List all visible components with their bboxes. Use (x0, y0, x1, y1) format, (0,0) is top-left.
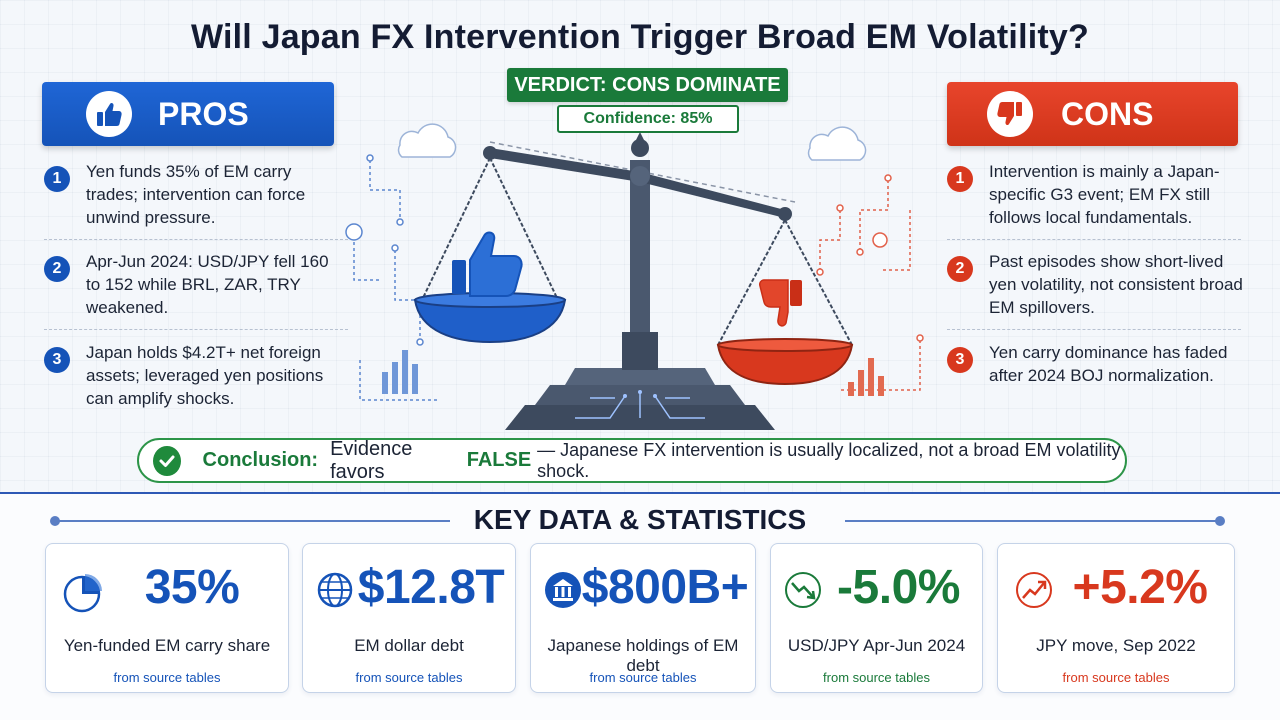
pie-chart-icon (62, 570, 106, 614)
divider (44, 239, 348, 240)
divider (44, 329, 348, 330)
cons-header: CONS (947, 82, 1238, 146)
number-badge: 1 (44, 166, 70, 192)
stat-value: $12.8T (357, 561, 505, 614)
divider-line (55, 520, 450, 522)
conclusion-text: Evidence favors (330, 437, 413, 483)
thumbs-up-icon (86, 91, 132, 137)
pros-pan (413, 231, 567, 344)
stat-value: $800B+ (581, 561, 749, 614)
stat-label: USD/JPY Apr-Jun 2024 (787, 636, 966, 655)
section-divider (0, 492, 1280, 494)
stat-label: JPY move, Sep 2022 (1036, 636, 1196, 655)
cons-title: CONS (1061, 95, 1154, 132)
number-badge: 2 (44, 256, 70, 282)
cons-item-text: Intervention is mainly a Japan-specific … (989, 162, 1220, 227)
key-data-title: KEY DATA & STATISTICS (473, 504, 807, 535)
bar-chart-icon (382, 350, 418, 394)
check-icon (153, 445, 181, 476)
thumbs-up-icon (452, 231, 523, 297)
stat-value: 35% (144, 561, 240, 614)
verdict-banner: VERDICT: CONS DOMINATE (507, 68, 788, 102)
cons-pan (716, 279, 854, 386)
number-badge: 3 (44, 347, 70, 373)
divider (947, 239, 1241, 240)
confidence-badge: Confidence: 85% (557, 105, 739, 133)
pros-title: PROS (158, 95, 249, 132)
stat-source: from source tables (1062, 670, 1170, 685)
thumbs-down-icon (759, 279, 802, 327)
pros-item-text: Japan holds $4.2T+ net foreign assets; l… (86, 343, 324, 408)
conclusion-highlight: FALSE (466, 449, 532, 471)
stat-source: from source tables (589, 670, 697, 685)
scale-base (505, 368, 775, 430)
stat-card-carry-share: 35% Yen-funded EM carry share from sourc… (45, 543, 289, 693)
stat-label: Yen-funded EM carry share (63, 636, 271, 655)
cons-item-text: Yen carry dominance has faded after 2024… (989, 343, 1228, 385)
pros-item-text: Yen funds 35% of EM carry trades; interv… (86, 162, 306, 227)
stat-source: from source tables (113, 670, 221, 685)
cons-item-1: 1 Intervention is mainly a Japan-specifi… (947, 160, 1247, 229)
stat-card-japanese-holdings: $800B+ Japanese holdings of EM debt from… (530, 543, 756, 693)
cons-item-3: 3 Yen carry dominance has faded after 20… (947, 341, 1247, 387)
stat-label: EM dollar debt (354, 636, 464, 655)
scale-pillar (630, 160, 650, 370)
stat-source: from source tables (823, 670, 930, 685)
trend-up-icon (1014, 570, 1058, 614)
pros-item-2: 2 Apr-Jun 2024: USD/JPY fell 160 to 152 … (44, 250, 344, 319)
stat-source: from source tables (355, 670, 463, 685)
page-title: Will Japan FX Intervention Trigger Broad… (191, 18, 1089, 56)
pros-item-text: Apr-Jun 2024: USD/JPY fell 160 to 152 wh… (86, 252, 329, 317)
stat-card-jpy-move-2022: +5.2% JPY move, Sep 2022 from source tab… (997, 543, 1235, 693)
stat-card-em-dollar-debt: $12.8T EM dollar debt from source tables (302, 543, 516, 693)
pros-item-3: 3 Japan holds $4.2T+ net foreign assets;… (44, 341, 344, 410)
number-badge: 3 (947, 347, 973, 373)
stat-value: -5.0% (837, 561, 960, 614)
bank-icon (543, 570, 587, 614)
divider-dot (1215, 516, 1225, 526)
pros-header: PROS (42, 82, 334, 146)
bar-chart-icon (848, 358, 884, 396)
globe-icon (315, 570, 359, 614)
trend-down-icon (783, 570, 827, 614)
conclusion-label: Conclusion: (202, 449, 319, 471)
number-badge: 1 (947, 166, 973, 192)
conclusion-detail: — Japanese FX intervention is usually lo… (537, 439, 1121, 481)
pros-item-1: 1 Yen funds 35% of EM carry trades; inte… (44, 160, 344, 229)
scale-beam (490, 148, 785, 218)
divider (947, 329, 1241, 330)
cloud-icon (397, 123, 457, 158)
cloud-icon (807, 126, 867, 161)
balance-scale-illustration (345, 123, 924, 430)
cons-item-2: 2 Past episodes show short-lived yen vol… (947, 250, 1247, 319)
thumbs-down-icon (987, 91, 1033, 137)
stat-value: +5.2% (1072, 561, 1208, 614)
stat-label: Japanese holdings of EM debt (547, 636, 739, 675)
number-badge: 2 (947, 256, 973, 282)
conclusion-box: Conclusion: Evidence favors FALSE — Japa… (137, 438, 1127, 483)
cons-item-text: Past episodes show short-lived yen volat… (989, 252, 1243, 317)
divider-line (845, 520, 1220, 522)
stat-card-usdjpy-move: -5.0% USD/JPY Apr-Jun 2024 from source t… (770, 543, 983, 693)
